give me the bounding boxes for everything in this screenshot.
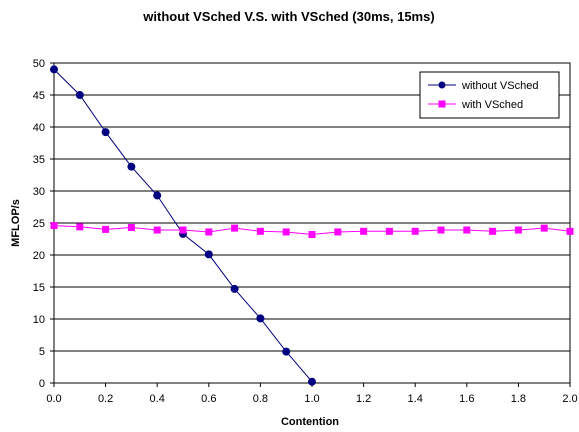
legend-box — [419, 71, 560, 119]
data-point — [101, 128, 110, 137]
x-tick-label: 0.6 — [201, 393, 216, 405]
y-tick-label: 35 — [33, 154, 45, 166]
x-tick-label: 1.6 — [459, 393, 474, 405]
data-point — [153, 226, 161, 234]
x-tick-label: 1.2 — [356, 393, 371, 405]
y-tick-label: 10 — [33, 314, 45, 326]
series-line — [53, 69, 313, 383]
data-point — [540, 224, 548, 232]
y-tick-label: 45 — [33, 90, 45, 102]
data-point — [256, 227, 264, 235]
data-point — [308, 231, 316, 239]
data-point — [127, 162, 136, 171]
data-point — [360, 227, 368, 235]
data-point — [334, 228, 342, 236]
data-point — [411, 227, 419, 235]
data-point — [50, 222, 58, 230]
x-tick-label: 0.2 — [98, 393, 113, 405]
legend-label: without VSched — [461, 80, 538, 92]
data-point — [566, 227, 574, 235]
y-axis-title: MFLOP/s — [10, 199, 22, 247]
y-tick-label: 25 — [33, 218, 45, 230]
data-point — [204, 250, 213, 259]
x-axis-title: Contention — [281, 416, 339, 428]
legend-swatch-marker — [438, 81, 446, 89]
data-point — [256, 314, 265, 323]
x-tick-label: 1.4 — [408, 393, 423, 405]
x-axis: 0.0 0.2 0.4 0.6 0.8 1.0 1.2 1.4 1.6 1.8 2.0 — [46, 383, 578, 405]
data-point — [231, 224, 239, 232]
y-tick-label: 0 — [39, 378, 45, 390]
data-point — [153, 191, 162, 200]
y-tick-label: 50 — [33, 58, 45, 70]
data-point — [308, 377, 316, 386]
data-point — [463, 226, 471, 234]
y-tick-label: 15 — [33, 282, 45, 294]
y-tick-label: 40 — [33, 122, 45, 134]
data-point — [76, 223, 84, 231]
data-point — [205, 228, 213, 236]
data-point — [489, 227, 497, 235]
data-point — [50, 65, 58, 74]
data-point — [514, 226, 522, 234]
data-point — [437, 226, 445, 234]
legend: without VSched with VSched — [419, 71, 560, 119]
data-point — [179, 226, 187, 234]
data-point — [230, 284, 239, 293]
legend-label: with VSched — [461, 99, 523, 111]
data-point — [75, 91, 84, 99]
x-tick-label: 1.0 — [304, 393, 319, 405]
y-tick-label: 30 — [33, 186, 45, 198]
x-tick-label: 0.8 — [253, 393, 268, 405]
chart-title: without VSched V.S. with VSched (30ms, 1… — [142, 9, 434, 24]
data-point — [282, 228, 290, 236]
series-layer — [50, 65, 574, 386]
data-point — [127, 223, 135, 231]
x-tick-label: 0.0 — [46, 393, 61, 405]
data-point — [282, 347, 291, 356]
data-point — [385, 227, 393, 235]
legend-swatch-marker — [438, 100, 446, 108]
x-tick-label: 2.0 — [562, 393, 577, 405]
x-tick-label: 1.8 — [511, 393, 526, 405]
data-point — [102, 225, 110, 233]
y-tick-label: 20 — [33, 250, 45, 262]
y-tick-label: 5 — [39, 346, 45, 358]
x-tick-label: 0.4 — [150, 393, 165, 405]
